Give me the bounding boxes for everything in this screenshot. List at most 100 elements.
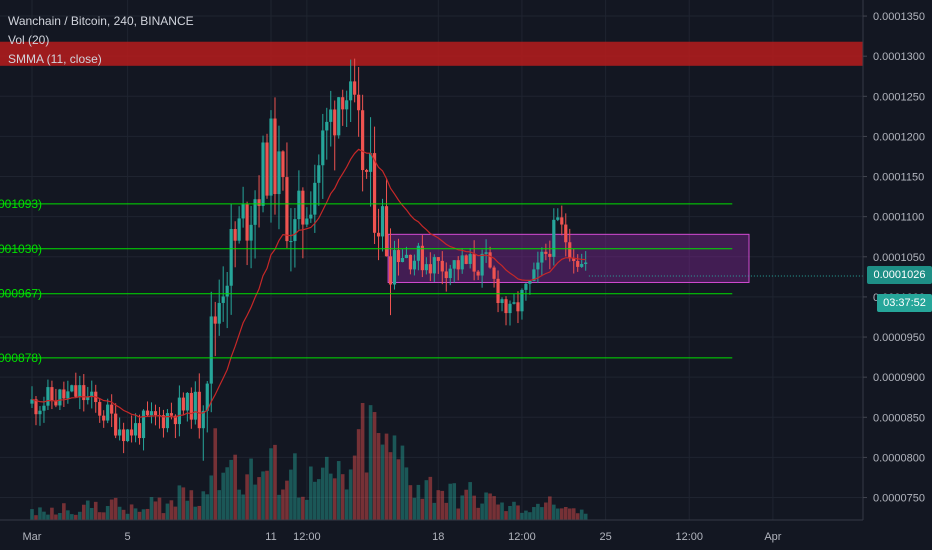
- volume-bars: [30, 402, 588, 520]
- candle-body: [488, 252, 492, 268]
- candle-body: [480, 253, 484, 276]
- candle-body: [329, 109, 333, 122]
- candle-body: [129, 429, 134, 436]
- volume-bar: [109, 499, 114, 520]
- volume-bar: [356, 429, 361, 520]
- candle-body: [321, 130, 325, 166]
- volume-bar: [225, 467, 229, 520]
- volume-bar: [161, 513, 166, 520]
- candle-body: [556, 217, 560, 220]
- volume-bar: [360, 402, 365, 520]
- volume-bar: [520, 512, 524, 520]
- volume-bar: [456, 508, 461, 520]
- candle-body: [552, 219, 556, 257]
- smma-indicator-label[interactable]: SMMA (11, close): [8, 52, 102, 66]
- candle-body: [564, 224, 568, 243]
- candle-body: [34, 399, 38, 415]
- volume-bar: [105, 506, 110, 520]
- x-tick-label: 12:00: [508, 531, 536, 543]
- candle-body: [361, 110, 365, 171]
- candle-body: [301, 190, 305, 225]
- volume-bar: [273, 444, 277, 520]
- candle-body: [38, 410, 42, 415]
- candle-body: [388, 256, 393, 285]
- volume-bar: [432, 502, 437, 520]
- candle-body: [372, 153, 377, 233]
- candle-body: [464, 255, 468, 264]
- candle-body: [74, 385, 78, 397]
- volume-bar: [412, 497, 417, 520]
- candle-body: [416, 245, 420, 261]
- volume-bar: [173, 506, 178, 520]
- volume-bar: [70, 514, 74, 520]
- candle-body: [297, 190, 301, 220]
- volume-bar: [233, 454, 237, 520]
- candle-body: [241, 204, 245, 219]
- volume-bar: [556, 508, 560, 520]
- volume-bar: [297, 497, 301, 520]
- volume-bar: [46, 514, 50, 520]
- y-tick-label: 0.0000900: [873, 372, 925, 384]
- candle-body: [82, 385, 86, 401]
- volume-bar: [396, 459, 401, 520]
- volume-bar: [392, 435, 397, 520]
- candle-body: [333, 109, 337, 136]
- volume-bar: [153, 501, 158, 520]
- y-tick-label: 0.0000800: [873, 452, 925, 464]
- volume-bar: [352, 455, 357, 520]
- volume-bar: [205, 494, 210, 520]
- candle-body: [257, 199, 261, 206]
- candle-body: [221, 296, 225, 303]
- smma-polyline: [31, 148, 586, 418]
- candle-body: [512, 302, 516, 304]
- volume-bar: [257, 477, 261, 520]
- candle-body: [273, 118, 277, 195]
- volume-bar: [301, 496, 305, 520]
- candle-body: [245, 204, 249, 241]
- level-label: 001093): [0, 197, 42, 211]
- candle-body: [90, 391, 94, 397]
- candle-body: [86, 396, 90, 401]
- volume-bar: [285, 480, 289, 520]
- candle-body: [444, 271, 448, 279]
- volume-bar: [583, 513, 588, 520]
- y-tick-label: 0.0001050: [873, 252, 925, 264]
- candle-body: [376, 232, 381, 237]
- horizontal-levels[interactable]: 001093) 001030) 000967) 000878): [0, 197, 863, 365]
- candle-body: [548, 253, 552, 257]
- volume-bar: [464, 489, 468, 520]
- volume-bar: [348, 469, 353, 520]
- candle-body: [265, 142, 269, 196]
- volume-bar: [384, 433, 389, 520]
- chart-legend: Wanchain / Bitcoin, 240, BINANCE Vol (20…: [8, 12, 194, 69]
- y-tick-label: 0.0000950: [873, 332, 925, 344]
- candle-body: [169, 413, 174, 416]
- volume-bar: [504, 511, 508, 520]
- candle-body: [408, 254, 413, 270]
- volume-bar: [460, 495, 464, 520]
- volume-bar: [50, 507, 54, 520]
- candle-body: [181, 397, 185, 411]
- candle-body: [197, 391, 201, 429]
- volume-bar: [62, 503, 66, 520]
- volume-bar: [317, 479, 321, 520]
- candle-body: [584, 262, 588, 265]
- candle-body: [412, 260, 416, 270]
- candle-body: [305, 218, 309, 225]
- volume-bar: [328, 473, 333, 520]
- candle-body: [249, 224, 253, 241]
- volume-bar: [340, 474, 345, 520]
- candle-body: [233, 229, 237, 241]
- volume-indicator-label[interactable]: Vol (20): [8, 33, 50, 47]
- volume-bar: [516, 505, 520, 520]
- candle-body: [580, 264, 584, 267]
- volume-bar: [253, 484, 257, 520]
- volume-bar: [400, 445, 405, 520]
- candle-body: [237, 218, 241, 241]
- volume-bar: [563, 506, 568, 520]
- volume-bar: [313, 481, 317, 520]
- candle-body: [528, 280, 532, 284]
- volume-bar: [571, 508, 576, 520]
- volume-bar: [416, 484, 421, 520]
